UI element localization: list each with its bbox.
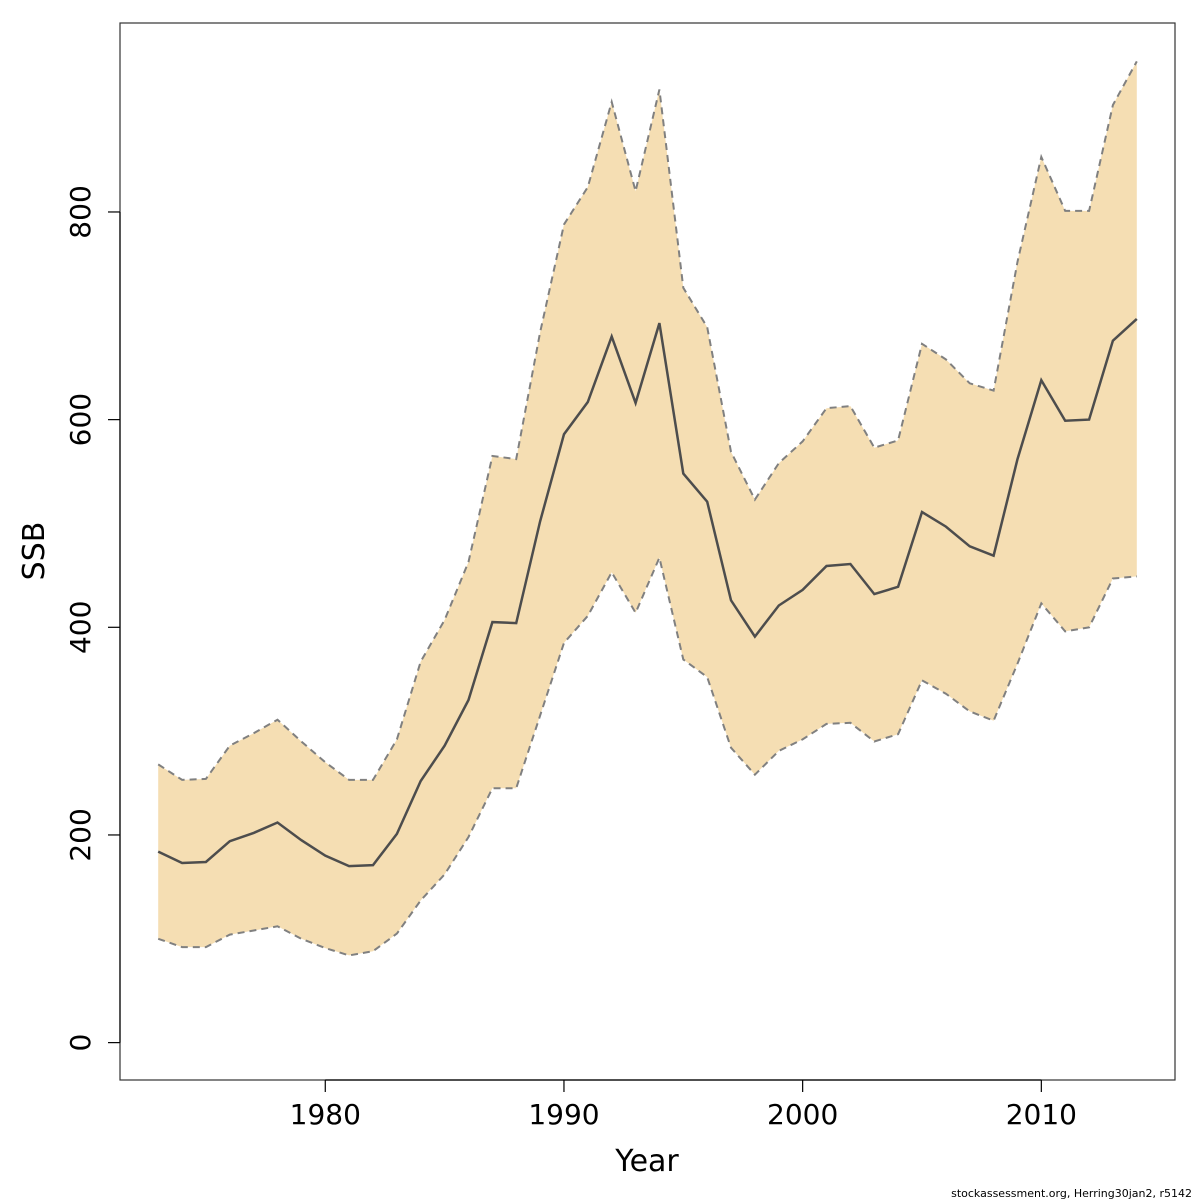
x-axis: 1980 1990 2000 2010 [290, 1079, 1077, 1131]
y-axis: 0 200 400 600 800 [64, 185, 121, 1052]
y-axis-title: SSB [17, 522, 52, 581]
y-tick-label-200: 200 [64, 808, 97, 861]
y-tick-label-800: 800 [64, 185, 97, 238]
x-tick-label-1980: 1980 [290, 1098, 361, 1131]
credit-text: stockassessment.org, Herring30jan2, r514… [951, 1187, 1192, 1200]
y-tick-label-0: 0 [64, 1034, 97, 1052]
confidence-band [158, 61, 1137, 956]
x-tick-label-2010: 2010 [1006, 1098, 1077, 1131]
ssb-estimate-line [157, 317, 1138, 868]
x-axis-title: Year [614, 1144, 679, 1179]
x-tick-label-2000: 2000 [767, 1098, 838, 1131]
y-tick-label-600: 600 [64, 393, 97, 446]
upper-bound-line [157, 60, 1138, 781]
lower-bound-line [157, 554, 1137, 957]
y-tick-label-400: 400 [64, 601, 97, 654]
x-tick-label-1990: 1990 [528, 1098, 599, 1131]
